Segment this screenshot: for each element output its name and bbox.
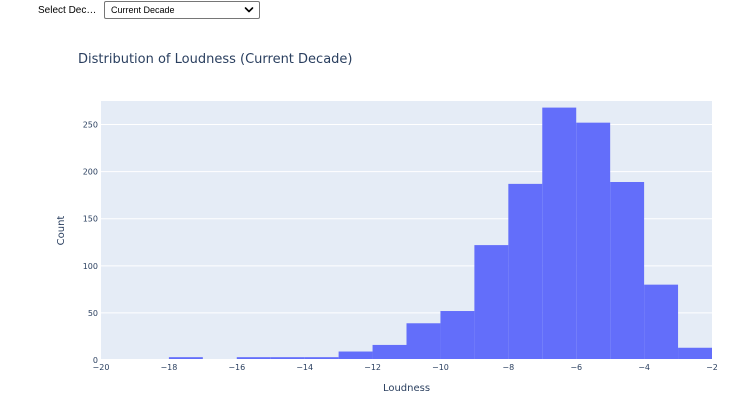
y-tick-label: 250 <box>83 121 98 130</box>
y-tick-label: 200 <box>83 168 98 177</box>
decade-select[interactable]: Current Decade <box>104 1 260 19</box>
y-tick-label: 100 <box>83 262 98 271</box>
histogram-bar[interactable] <box>440 311 475 360</box>
x-axis-title: Loudness <box>383 383 430 394</box>
x-tick-label: −20 <box>93 363 110 372</box>
histogram-bar[interactable] <box>236 357 271 360</box>
histogram-bar[interactable] <box>508 183 543 360</box>
histogram-bar[interactable] <box>168 357 203 360</box>
histogram-bar[interactable] <box>610 181 645 360</box>
histogram-bar[interactable] <box>474 245 509 360</box>
histogram-bar[interactable] <box>542 107 577 360</box>
x-tick-label: −14 <box>296 363 313 372</box>
histogram-bar[interactable] <box>406 323 441 360</box>
chevron-down-icon <box>244 3 254 17</box>
histogram-bar[interactable] <box>270 357 305 360</box>
histogram-bar[interactable] <box>304 357 339 360</box>
histogram-bars <box>101 107 712 360</box>
x-tick-label: −16 <box>228 363 245 372</box>
x-tick-label: −10 <box>432 363 449 372</box>
x-axis-ticks: −20 −18 −16 −14 −12 −10 −8 −6 −4 −2 <box>93 363 718 372</box>
histogram-bar[interactable] <box>338 351 373 360</box>
histogram-bar[interactable] <box>678 347 712 360</box>
decade-select-value: Current Decade <box>111 5 175 15</box>
y-axis-ticks: 0 50 100 150 200 250 <box>83 121 98 365</box>
y-tick-label: 0 <box>93 356 98 365</box>
x-tick-label: −12 <box>364 363 381 372</box>
decade-selector-row: Select Dec… Current Decade <box>0 0 746 22</box>
y-tick-label: 150 <box>83 215 98 224</box>
y-tick-label: 50 <box>88 309 98 318</box>
histogram-bar[interactable] <box>644 284 679 360</box>
x-tick-label: −6 <box>570 363 582 372</box>
histogram-bar[interactable] <box>372 344 407 360</box>
decade-selector-label: Select Dec… <box>38 5 97 16</box>
chart-title: Distribution of Loudness (Current Decade… <box>78 52 353 67</box>
x-tick-label: −4 <box>638 363 650 372</box>
x-tick-label: −8 <box>502 363 514 372</box>
histogram-bar[interactable] <box>576 122 611 360</box>
x-tick-label: −2 <box>706 363 718 372</box>
y-axis-title: Count <box>56 216 67 246</box>
x-tick-label: −18 <box>160 363 177 372</box>
